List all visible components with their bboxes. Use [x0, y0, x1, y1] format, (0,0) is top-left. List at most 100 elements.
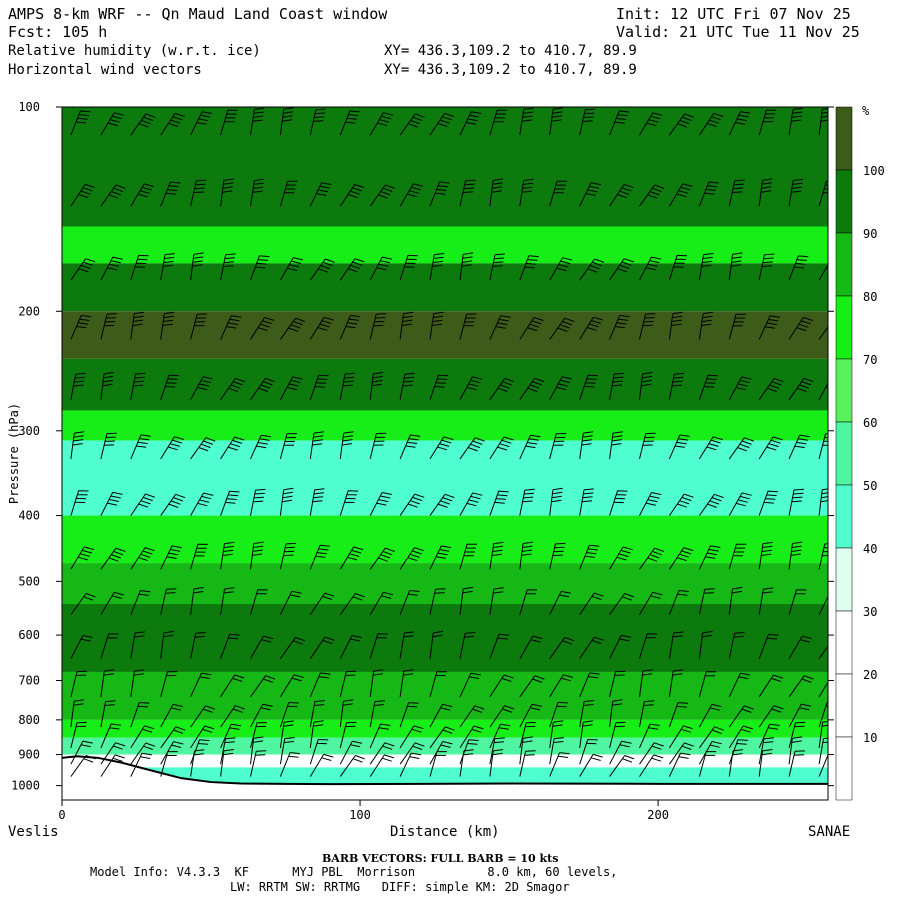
wind-barb [70, 740, 93, 765]
wind-barbs [70, 107, 828, 777]
model-info-line1: Model Info: V4.3.3 KF MYJ PBL Morrison 8… [90, 865, 618, 879]
wind-barb [609, 490, 628, 516]
wind-barb [818, 645, 828, 659]
wind-barb [429, 112, 455, 136]
wind-barb [668, 434, 690, 460]
wind-barb [758, 109, 777, 136]
wind-barb [250, 703, 273, 728]
wind-barb [190, 632, 206, 659]
colorbar-swatch [835, 295, 853, 360]
wind-barb [160, 112, 185, 136]
colorbar-label: 70 [863, 353, 877, 367]
wind-barb [309, 753, 334, 777]
wind-barb [579, 182, 601, 207]
wind-barb [279, 720, 294, 748]
wind-barb [70, 110, 91, 136]
wind-barb [758, 705, 784, 728]
wind-barb [369, 547, 395, 570]
wind-barb [549, 257, 573, 281]
wind-barb [190, 587, 204, 615]
wind-barb [220, 749, 234, 777]
wind-barb [369, 432, 387, 460]
wind-barb [489, 587, 504, 615]
wind-barb [190, 252, 204, 281]
wind-barb [609, 593, 635, 615]
wind-barb [818, 595, 828, 615]
wind-barb [668, 254, 688, 281]
wind-barb [339, 740, 363, 765]
wind-barb [609, 431, 623, 459]
wind-barb [549, 180, 568, 207]
wind-barb [639, 256, 662, 281]
wind-barb [758, 541, 773, 570]
wind-barb [250, 635, 274, 659]
wind-barb [339, 372, 355, 400]
wind-barb [100, 633, 119, 659]
rh-layer-0 [62, 107, 828, 227]
wind-barb [728, 725, 753, 749]
wind-barb [459, 632, 476, 659]
wind-barb [579, 258, 605, 281]
wind-barb [579, 431, 594, 459]
rh-layer-11 [62, 719, 828, 738]
wind-barb [519, 736, 533, 765]
wind-barb [489, 178, 504, 207]
plot-frame [61, 106, 829, 801]
wind-barb [668, 752, 691, 777]
wind-barb [429, 493, 455, 516]
wind-barb [698, 751, 717, 777]
wind-barb [399, 254, 418, 281]
wind-barb [220, 587, 235, 615]
wind-barb [399, 702, 419, 728]
wind-barb [519, 722, 537, 749]
colorbar-swatch [835, 547, 853, 612]
x-axis-title: Distance (km) [390, 824, 500, 840]
colorbar-swatch [835, 673, 853, 738]
wind-barb [160, 181, 181, 207]
colorbar-label: 30 [863, 605, 877, 619]
wind-barb [190, 376, 213, 400]
wind-barb [668, 742, 694, 765]
wind-barb [459, 725, 484, 749]
wind-barb [519, 675, 545, 698]
wind-barb [818, 753, 828, 777]
wind-barb [309, 672, 331, 698]
wind-barb [190, 725, 215, 749]
wind-barb [130, 372, 146, 400]
field-rh-xy: XY= 436.3,109.2 to 410.7, 89.9 [384, 43, 637, 59]
y-tick-label: 200 [18, 304, 40, 318]
wind-barb [489, 723, 511, 749]
wind-barb [698, 630, 713, 659]
wind-barb [519, 377, 545, 400]
colorbar-label: 60 [863, 416, 877, 430]
wind-barb [429, 253, 445, 281]
rh-field [62, 107, 828, 800]
wind-barb [429, 545, 452, 570]
wind-barb [369, 633, 388, 659]
wind-barb [459, 749, 474, 777]
wind-barb [698, 436, 723, 460]
wind-barb [100, 184, 126, 207]
colorbar-swatch [835, 421, 853, 486]
wind-barb [728, 179, 745, 207]
wind-barb [519, 255, 539, 281]
wind-barb [309, 720, 324, 748]
wind-barb [339, 184, 365, 207]
wind-barb [519, 178, 534, 207]
wind-barb [399, 547, 425, 570]
wind-barb [519, 750, 536, 777]
wind-barb [369, 371, 384, 400]
wind-barb [549, 590, 572, 615]
wind-barb [100, 313, 118, 340]
wind-barb [639, 700, 655, 728]
wind-barb [309, 374, 329, 400]
wind-barb [190, 111, 212, 136]
wind-barb [369, 313, 387, 340]
wind-barb [369, 112, 394, 136]
wind-barb [788, 589, 807, 615]
rh-layer-7 [62, 515, 828, 564]
wind-barb [698, 374, 718, 400]
wind-barb [459, 111, 482, 136]
wind-barb [818, 263, 828, 281]
wind-barb [220, 109, 238, 136]
